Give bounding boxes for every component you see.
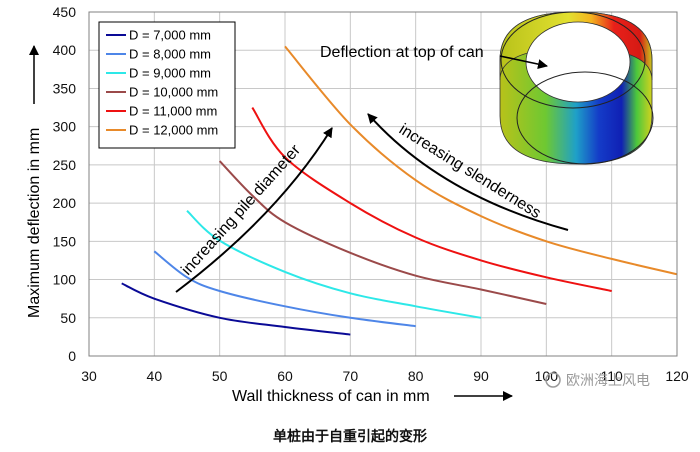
x-tick-label: 110 xyxy=(601,368,624,384)
series-line-4 xyxy=(218,160,547,305)
series-line-1 xyxy=(121,282,351,336)
x-tick-label: 40 xyxy=(147,368,163,384)
y-tick-label: 250 xyxy=(53,157,77,173)
x-axis-title-group: Wall thickness of can in mm xyxy=(232,388,513,405)
y-tick-label: 50 xyxy=(60,310,76,326)
watermark-icon xyxy=(545,372,561,388)
y-tick-label: 350 xyxy=(53,80,77,96)
legend-label: D = 11,000 mm xyxy=(129,104,217,119)
series-line-2 xyxy=(153,250,416,328)
x-tick-label: 30 xyxy=(81,368,97,384)
can-illustration xyxy=(499,11,654,165)
y-tick-label: 100 xyxy=(53,272,77,288)
legend-label: D = 7,000 mm xyxy=(129,28,211,43)
watermark-text: 欧洲海上风电 xyxy=(566,373,650,389)
figure-caption: 单桩由于自重引起的变形 xyxy=(273,429,427,445)
series-lines xyxy=(121,45,678,336)
y-axis-title-group: Maximum deflection in mm xyxy=(26,45,43,318)
plot-frame xyxy=(88,11,678,357)
legend-label: D = 8,000 mm xyxy=(129,47,211,62)
y-tick-label: 200 xyxy=(53,195,77,211)
legend-box xyxy=(98,21,236,149)
x-axis-title: Wall thickness of can in mm xyxy=(232,388,430,405)
x-tick-label: 120 xyxy=(665,368,689,384)
x-tick-label: 60 xyxy=(277,368,293,384)
pile-diameter-arrow xyxy=(175,127,333,293)
chart: 0 50 100 150 200 250 300 350 400 450 30 40 50 60 70 80… xyxy=(26,4,689,405)
annotation-top-of-can-arrow xyxy=(499,55,548,70)
legend-label: D = 10,000 mm xyxy=(129,85,218,100)
legend-label: D = 9,000 mm xyxy=(129,66,211,81)
watermark: 欧洲海上风电 xyxy=(545,372,650,389)
x-tick-label: 80 xyxy=(408,368,424,384)
y-tick-label: 150 xyxy=(53,233,77,249)
series-line-6 xyxy=(284,45,678,276)
y-tick-label: 450 xyxy=(53,4,77,20)
series-line-3 xyxy=(186,210,482,319)
x-tick-label: 90 xyxy=(473,368,489,384)
x-axis-ticks: 30 40 50 60 70 80 90 100 110 120 xyxy=(81,368,689,384)
y-tick-label: 400 xyxy=(53,42,77,58)
y-axis-ticks: 0 50 100 150 200 250 300 350 400 450 xyxy=(53,4,77,364)
x-tick-label: 70 xyxy=(343,368,359,384)
legend-label: D = 12,000 mm xyxy=(129,123,218,138)
series-line-5 xyxy=(251,107,612,292)
legend: D = 7,000 mm D = 8,000 mm D = 9,000 mm D = … xyxy=(98,21,236,149)
y-axis-title: Maximum deflection in mm xyxy=(26,128,43,318)
annotation-top-of-can: Deflection at top of can xyxy=(320,44,484,61)
x-tick-label: 50 xyxy=(212,368,228,384)
y-tick-label: 300 xyxy=(53,119,77,135)
slenderness-arrow xyxy=(367,113,569,231)
y-tick-label: 0 xyxy=(68,348,76,364)
